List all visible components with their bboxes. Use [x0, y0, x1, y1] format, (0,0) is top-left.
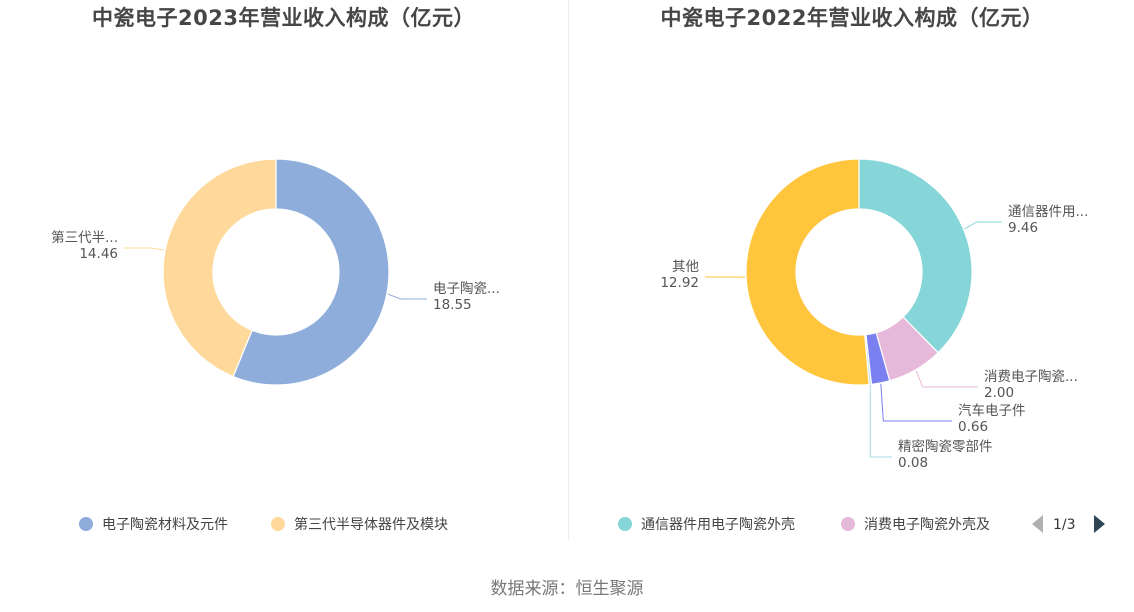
label-leader-line — [880, 383, 952, 422]
slice-value-label: 0.08 — [898, 455, 928, 471]
legend-label: 通信器件用电子陶瓷外壳 — [641, 516, 795, 533]
chart-panel-2023: 中瓷电子2023年营业收入构成（亿元） 电子陶瓷... 18.55 第三代半... 1… — [0, 0, 567, 548]
chart-panel-2022: 中瓷电子2022年营业收入构成（亿元） 通信器件用... 9.46 消费电子陶瓷..… — [570, 0, 1134, 548]
slice-value-label: 2.00 — [984, 385, 1014, 401]
label-leader-line — [124, 247, 165, 251]
legend-item[interactable]: 通信器件用电子陶瓷外壳 — [618, 516, 795, 533]
donut-chart-2023: 电子陶瓷...18.55 第三代半...14.46 电子陶瓷材料及元件 第三代半导体器… — [51, 158, 500, 533]
panel-divider — [568, 0, 569, 540]
legend-marker — [79, 517, 93, 531]
slice-value-label: 18.55 — [433, 297, 472, 313]
triangle-left-icon[interactable] — [1032, 515, 1043, 533]
slice-value-label: 0.66 — [958, 419, 988, 435]
label-leader-line — [869, 384, 892, 458]
legend-marker — [841, 517, 855, 531]
donut-slice[interactable] — [745, 158, 870, 386]
slice-value-label: 14.46 — [79, 246, 118, 262]
legend-label: 第三代半导体器件及模块 — [294, 516, 448, 533]
label-leader-line — [387, 293, 427, 300]
legend-item[interactable]: 电子陶瓷材料及元件 — [79, 517, 228, 533]
chart-title: 中瓷电子2023年营业收入构成（亿元） — [92, 6, 475, 30]
chart-title: 中瓷电子2022年营业收入构成（亿元） — [660, 6, 1044, 30]
slice-name-label: 其他 — [672, 259, 699, 275]
slice-value-label: 9.46 — [1008, 220, 1038, 236]
triangle-right-icon[interactable] — [1094, 515, 1105, 533]
label-leader-line — [964, 221, 1002, 230]
slice-name-label: 电子陶瓷... — [433, 281, 500, 297]
slice-name-label: 汽车电子件 — [958, 402, 1026, 419]
legend-item[interactable]: 消费电子陶瓷外壳及 — [841, 516, 990, 533]
data-source-note: 数据来源：恒生聚源 — [490, 579, 644, 599]
slice-name-label: 消费电子陶瓷... — [984, 369, 1078, 385]
donut-slice[interactable] — [232, 158, 390, 386]
legend-page-indicator: 1/3 — [1053, 517, 1076, 533]
donut-slice[interactable] — [858, 158, 973, 354]
legend-label: 电子陶瓷材料及元件 — [102, 517, 228, 533]
label-leader-line — [915, 370, 978, 388]
slice-name-label: 精密陶瓷零部件 — [898, 438, 993, 455]
legend-marker — [618, 517, 632, 531]
legend-label: 消费电子陶瓷外壳及 — [864, 516, 990, 533]
slice-value-label: 12.92 — [660, 275, 699, 291]
slice-name-label: 通信器件用... — [1008, 204, 1088, 220]
legend-marker — [271, 517, 285, 531]
slice-name-label: 第三代半... — [51, 229, 118, 246]
legend-item[interactable]: 第三代半导体器件及模块 — [271, 516, 448, 533]
donut-slice[interactable] — [162, 158, 277, 378]
